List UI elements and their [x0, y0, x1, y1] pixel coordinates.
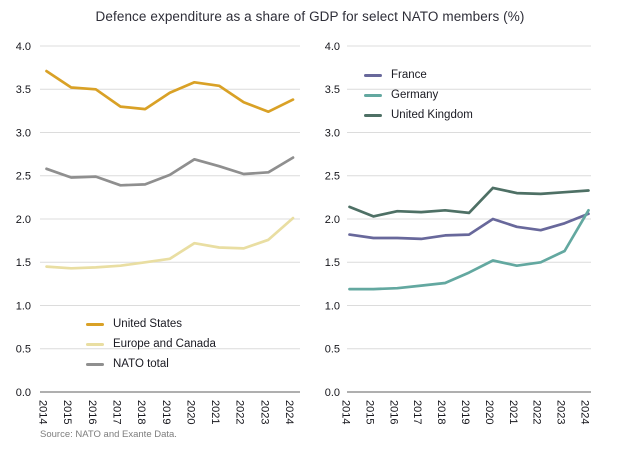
- legend-label: NATO total: [113, 358, 169, 370]
- x-tick-label: 2022: [531, 400, 543, 424]
- legend-swatch-united-states: [86, 322, 104, 326]
- legend-label: France: [391, 69, 427, 81]
- y-tick-label: 1.5: [325, 257, 340, 269]
- legend-item-france: France: [364, 65, 473, 85]
- x-tick-label: 2016: [86, 400, 98, 424]
- legend-swatch-france: [364, 73, 382, 77]
- series-line-nato-total: [45, 156, 295, 187]
- x-tick-label: 2016: [387, 400, 399, 424]
- x-tick-label: 2020: [184, 400, 196, 424]
- series-line-united-kingdom: [348, 186, 590, 218]
- y-tick-label: 4.0: [16, 41, 31, 53]
- y-tick-label: 0.5: [325, 344, 340, 356]
- x-tick-label: 2021: [209, 400, 221, 424]
- right-chart-canvas: 0.0 0.5 1.0 1.5 2.0 2.5 3.0 3.5 4.0 2014 2015 2016 2…: [325, 41, 591, 424]
- x-tick-label: 2023: [555, 400, 567, 424]
- x-tick-label: 2019: [459, 400, 471, 424]
- y-tick-label: 1.0: [16, 300, 31, 312]
- y-tick-label: 2.0: [325, 214, 340, 226]
- legend-swatch-germany: [364, 93, 382, 97]
- x-tick-label: 2018: [435, 400, 447, 424]
- y-tick-label: 3.5: [325, 84, 340, 96]
- x-tick-label: 2022: [234, 400, 246, 424]
- y-tick-label: 2.0: [16, 214, 31, 226]
- x-tick-label: 2021: [507, 400, 519, 424]
- left-chart-legend: United States Europe and Canada NATO total: [86, 314, 216, 374]
- legend-label: Europe and Canada: [113, 338, 216, 350]
- right-chart-panel: 0.0 0.5 1.0 1.5 2.0 2.5 3.0 3.5 4.0 2014 2015 2016 2…: [310, 32, 620, 435]
- legend-label: United Kingdom: [391, 109, 473, 121]
- x-tick-label: 2023: [258, 400, 270, 424]
- y-tick-label: 4.0: [325, 41, 340, 53]
- y-tick-label: 0.0: [325, 387, 340, 399]
- x-tick-label: 2015: [61, 400, 73, 424]
- y-tick-label: 3.0: [16, 127, 31, 139]
- x-tick-label: 2014: [340, 400, 352, 424]
- series-line-united-states: [45, 69, 295, 114]
- legend-item-united-states: United States: [86, 314, 216, 334]
- legend-item-united-kingdom: United Kingdom: [364, 105, 473, 125]
- y-tick-label: 3.5: [16, 84, 31, 96]
- legend-swatch-europe-and-canada: [86, 342, 104, 346]
- x-tick-label: 2024: [283, 400, 295, 424]
- legend-item-europe-and-canada: Europe and Canada: [86, 334, 216, 354]
- right-chart-legend: France Germany United Kingdom: [364, 65, 473, 125]
- x-tick-label: 2024: [579, 400, 591, 424]
- x-tick-label: 2018: [135, 400, 147, 424]
- legend-label: United States: [113, 318, 183, 330]
- y-tick-label: 1.5: [16, 257, 31, 269]
- x-tick-label: 2019: [160, 400, 172, 424]
- series-line-germany: [348, 208, 590, 291]
- legend-swatch-united-kingdom: [364, 113, 382, 117]
- source-note: Source: NATO and Exante Data.: [40, 429, 177, 440]
- legend-item-nato-total: NATO total: [86, 354, 216, 374]
- legend-item-germany: Germany: [364, 85, 473, 105]
- x-tick-label: 2017: [411, 400, 423, 424]
- left-chart-canvas: 0.0 0.5 1.0 1.5 2.0 2.5 3.0 3.5 4.0 2014 2015 2016 2…: [16, 41, 300, 424]
- y-tick-label: 2.5: [325, 171, 340, 183]
- x-tick-label: 2020: [483, 400, 495, 424]
- y-tick-label: 3.0: [325, 127, 340, 139]
- legend-swatch-nato-total: [86, 362, 104, 366]
- y-tick-label: 0.5: [16, 344, 31, 356]
- series-line-france: [348, 212, 590, 241]
- x-tick-label: 2015: [363, 400, 375, 424]
- chart-title: Defence expenditure as a share of GDP fo…: [95, 9, 525, 24]
- x-tick-label: 2017: [110, 400, 122, 424]
- x-tick-label: 2014: [37, 400, 49, 424]
- legend-label: Germany: [391, 89, 439, 101]
- y-tick-label: 1.0: [325, 300, 340, 312]
- y-tick-label: 0.0: [16, 387, 31, 399]
- left-chart-panel: 0.0 0.5 1.0 1.5 2.0 2.5 3.0 3.5 4.0 2014 2015 2016 2…: [0, 32, 310, 435]
- y-tick-label: 2.5: [16, 171, 31, 183]
- series-line-europe-and-canada: [45, 216, 295, 270]
